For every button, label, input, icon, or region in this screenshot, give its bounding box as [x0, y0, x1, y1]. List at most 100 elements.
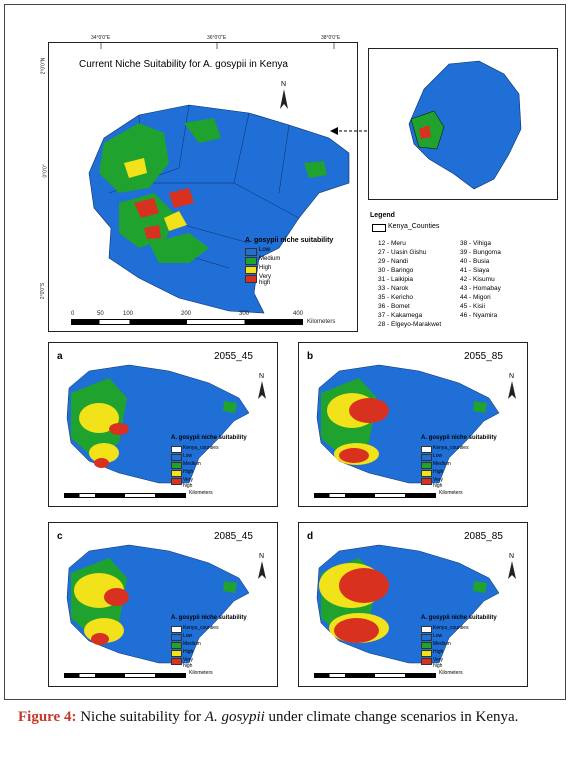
- legend-label: High: [183, 649, 194, 655]
- figure-frame: [4, 4, 566, 700]
- legend-swatch: [421, 626, 432, 633]
- very-high-patch-1: [134, 198, 159, 218]
- high-patch-1: [124, 158, 147, 178]
- legend-label: Medium: [183, 461, 201, 467]
- legend-swatch: [421, 478, 432, 485]
- inset-kenya-outline: [408, 60, 522, 190]
- legend-swatch: [171, 462, 182, 469]
- legend-label: Medium: [183, 641, 201, 647]
- legend-label: Very high: [183, 657, 194, 669]
- legend-label: Low: [433, 633, 443, 639]
- scenario-map-svg: [66, 544, 250, 664]
- very-high-patch-2: [169, 188, 194, 208]
- legend-label: Kenya_counties: [433, 445, 469, 451]
- scale-bar: [314, 493, 436, 498]
- scenario-letter: a: [57, 351, 63, 362]
- legend-swatch: [171, 626, 182, 633]
- medium-patch-1: [99, 123, 169, 193]
- legend-label: Low: [259, 247, 271, 253]
- caption-figure-label: Figure 4:: [18, 709, 77, 725]
- legend-label: Low: [433, 453, 443, 459]
- scenario-legend-title: A. gosypii niche suitability: [171, 615, 247, 621]
- main-map-title: Current Niche Suitability for A. gosypii…: [79, 59, 288, 70]
- legend-swatch: [171, 650, 182, 657]
- legend-swatch: [171, 446, 182, 453]
- scenario-legend-title: A. gosypii niche suitability: [421, 615, 497, 621]
- county-list-item: 35 - Kericho: [378, 294, 414, 301]
- legend-swatch: [421, 650, 432, 657]
- county-list-item: 42 - Kisumu: [460, 276, 495, 283]
- legend-swatch-very-high: [245, 275, 257, 283]
- inset-kenya-svg: [408, 60, 522, 190]
- north-arrow-icon: [508, 561, 516, 579]
- legend-swatch: [421, 446, 432, 453]
- county-list-item: 41 - Siaya: [460, 267, 490, 274]
- scenario-panel-d: d 2085_85 N A. gosypii niche suitability…: [298, 522, 528, 687]
- scale-unit: Kilometers: [439, 670, 463, 676]
- figure-caption: Figure 4: Niche suitability for A. gosyp…: [18, 706, 558, 729]
- legend-label: Very high: [259, 274, 272, 286]
- county-list-item: 28 - Elgeyo-Marakwet: [378, 321, 442, 328]
- legend-label: Kenya_counties: [183, 445, 219, 451]
- scale-bar: [64, 493, 186, 498]
- legend-swatch: [421, 634, 432, 641]
- county-list-item: 27 - Uasin Gishu: [378, 249, 427, 256]
- scale-bar: [71, 319, 303, 325]
- inset-map-panel: [368, 48, 558, 200]
- county-list-item: 29 - Nandi: [378, 258, 408, 265]
- legend-label: Kenya_counties: [183, 625, 219, 631]
- legend-swatch: [171, 478, 182, 485]
- legend-label: Low: [183, 633, 193, 639]
- north-arrow-icon: [258, 381, 266, 399]
- county-boundary-swatch: [372, 224, 386, 232]
- scenario-panel-b: b 2055_85 N A. gosypii niche suitability…: [298, 342, 528, 507]
- scale-unit: Kilometers: [189, 490, 213, 496]
- legend-label: Kenya_counties: [433, 625, 469, 631]
- legend-label: High: [183, 469, 194, 475]
- lon-tick: 34°0'0"E: [91, 35, 111, 41]
- legend-swatch-high: [245, 266, 257, 274]
- legend-label: Medium: [433, 641, 451, 647]
- scenario-map-svg: [316, 544, 500, 664]
- county-list-col1: 12 - Meru 27 - Uasin Gishu 29 - Nandi 30 - …: [378, 240, 441, 330]
- scenario-map-svg: [66, 364, 250, 484]
- legend-swatch: [421, 454, 432, 461]
- legend-label: High: [433, 469, 444, 475]
- scenario-letter: c: [57, 531, 63, 542]
- scale-bar: [64, 673, 186, 678]
- high-patch-2: [164, 211, 187, 231]
- caption-species: A. gosypii: [204, 709, 265, 725]
- north-arrow-icon: [258, 561, 266, 579]
- scenario-panel-a: a 2055_45 N A. gosypii niche suitability…: [48, 342, 278, 507]
- county-list-col2: 38 - Vihiga 39 - Bungoma 40 - Busia 41 - Si…: [460, 240, 501, 321]
- legend-swatch-low: [245, 248, 257, 256]
- caption-text-2: under climate change scenarios in Kenya.: [264, 709, 519, 725]
- scenario-label: 2085_85: [464, 531, 503, 542]
- scenario-panel-c: c 2085_45 N A. gosypii niche suitability…: [48, 522, 278, 687]
- county-list-item: 37 - Kakamega: [378, 312, 423, 319]
- scenario-legend-title: A. gosypii niche suitability: [171, 435, 247, 441]
- inset-legend-heading: Legend: [370, 212, 395, 219]
- scale-tick: 50: [97, 311, 104, 317]
- legend-swatch: [421, 642, 432, 649]
- north-arrow-label: N: [259, 553, 265, 560]
- inset-legend-entry: Kenya_Counties: [388, 223, 440, 230]
- legend-swatch: [171, 658, 182, 665]
- north-arrow-label: N: [509, 373, 515, 380]
- legend-label: Very high: [183, 477, 194, 489]
- inset-legend: Legend Kenya_Counties 12 - Meru 27 - Uasi…: [368, 212, 563, 337]
- legend-label: Very high: [433, 657, 444, 669]
- scenario-label: 2055_45: [214, 351, 253, 362]
- caption-text-1: Niche suitability for: [76, 709, 205, 725]
- legend-swatch: [171, 634, 182, 641]
- county-list-item: 36 - Bomet: [378, 303, 410, 310]
- scale-tick: 100: [123, 311, 134, 317]
- county-list-item: 31 - Laikipia: [378, 276, 414, 283]
- north-arrow-icon: [280, 89, 288, 109]
- legend-swatch: [421, 462, 432, 469]
- county-list-item: 33 - Narok: [378, 285, 409, 292]
- legend-swatch: [421, 658, 432, 665]
- county-list-item: 45 - Kisii: [460, 303, 485, 310]
- county-list-item: 38 - Vihiga: [460, 240, 491, 247]
- county-list-item: 40 - Busia: [460, 258, 490, 265]
